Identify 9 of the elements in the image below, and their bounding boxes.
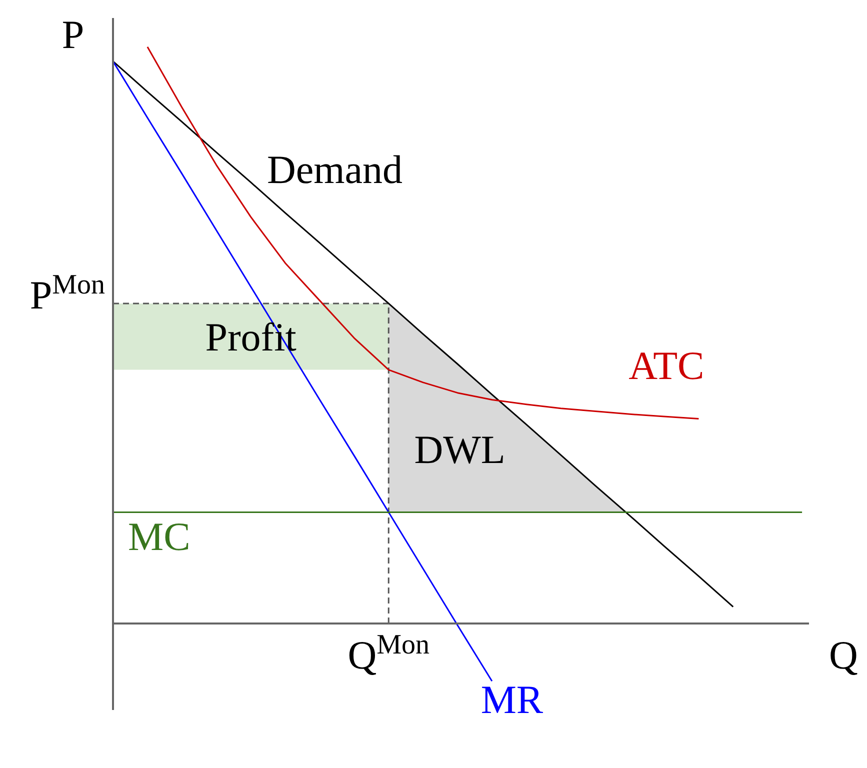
series-label: Demand bbox=[266, 146, 402, 192]
annotation: DWL bbox=[414, 426, 506, 472]
series-label: MC bbox=[128, 514, 190, 560]
annotation: Q$^{Mon}$ bbox=[348, 629, 430, 678]
series-label: ATC bbox=[628, 342, 704, 388]
y-axis-title: P bbox=[62, 12, 84, 57]
series-label: MR bbox=[480, 677, 544, 722]
ref-line-label: P$^{Mon}$ bbox=[30, 268, 105, 318]
x-axis-title: Q bbox=[829, 632, 858, 678]
